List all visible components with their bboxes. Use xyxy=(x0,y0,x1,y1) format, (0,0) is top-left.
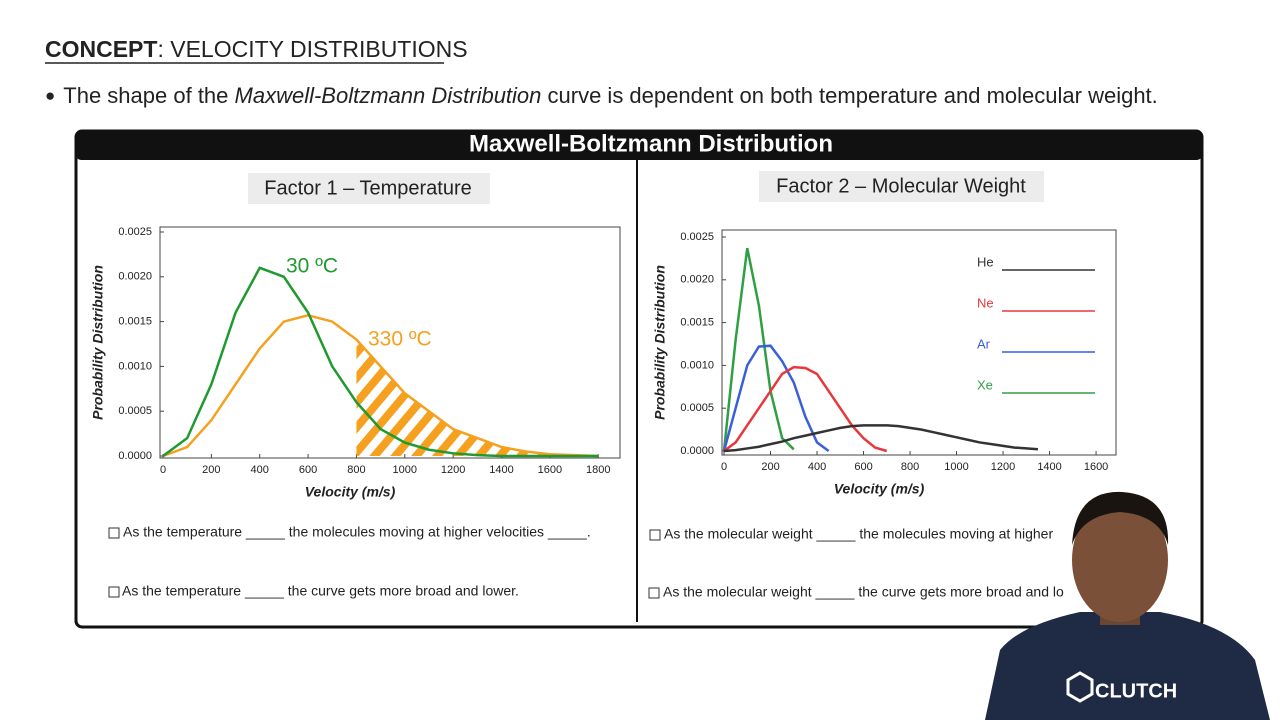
curve xyxy=(162,266,599,458)
x-tick-label: 1200 xyxy=(441,464,465,476)
x-tick-label: 1600 xyxy=(538,464,562,476)
curve xyxy=(723,365,888,453)
curve xyxy=(722,247,795,452)
x-tick-label: 0 xyxy=(160,464,166,476)
factor-title: Factor 1 – Temperature xyxy=(264,177,472,199)
x-tick-label: 0 xyxy=(721,461,727,473)
y-tick-label: 0.0025 xyxy=(680,231,714,243)
legend-label: Xe xyxy=(977,377,993,392)
x-tick-label: 400 xyxy=(251,464,269,476)
factor-title-box xyxy=(759,171,1044,202)
y-tick-label: 0.0025 xyxy=(118,226,152,238)
checkbox[interactable] xyxy=(108,586,120,598)
curve xyxy=(722,344,830,453)
x-tick-label: 200 xyxy=(202,464,220,476)
legend-label: Ne xyxy=(977,295,994,310)
y-tick-label: 0.0020 xyxy=(118,271,152,283)
y-tick-label: 0.0010 xyxy=(118,360,152,372)
plot-frame xyxy=(159,226,621,459)
curve-label: 330 ºC xyxy=(368,328,432,351)
logo: CLUTCH xyxy=(1095,680,1177,702)
x-tick-label: 1000 xyxy=(393,464,417,476)
statement: As the molecular weight _____ the molecu… xyxy=(664,526,1053,542)
x-tick-label: 1400 xyxy=(489,464,513,476)
y-tick-label: 0.0020 xyxy=(680,274,714,286)
x-tick-label: 1600 xyxy=(1084,461,1108,473)
checkbox[interactable] xyxy=(108,527,120,539)
x-tick-label: 800 xyxy=(901,461,919,473)
y-axis-title: Probability Distribution xyxy=(90,265,106,420)
concept-heading: CONCEPT: VELOCITY DISTRIBUTIONS xyxy=(45,36,468,62)
curve xyxy=(162,314,599,458)
x-tick-label: 1400 xyxy=(1037,461,1061,473)
y-tick-label: 0.0000 xyxy=(118,450,152,462)
x-axis-title: Velocity (m/s) xyxy=(834,481,925,497)
statement: As the molecular weight _____ the curve … xyxy=(663,584,1064,600)
panel-title-bar xyxy=(76,131,1202,160)
statement: As the temperature _____ the molecules m… xyxy=(123,524,591,540)
y-tick-label: 0.0010 xyxy=(680,359,714,371)
x-tick-label: 200 xyxy=(761,461,779,473)
y-tick-label: 0.0005 xyxy=(680,402,714,414)
x-tick-label: 600 xyxy=(854,461,872,473)
y-axis-title: Probability Distribution xyxy=(652,265,668,420)
plot-frame xyxy=(721,229,1117,456)
legend-label: He xyxy=(977,254,994,269)
curve-label: 30 ºC xyxy=(286,255,338,278)
bullet-text: ● The shape of the Maxwell-Boltzmann Dist… xyxy=(45,83,1158,108)
factor-title-box xyxy=(248,173,490,204)
legend-label: Ar xyxy=(977,336,991,351)
panel-frame xyxy=(74,129,1204,629)
y-tick-label: 0.0005 xyxy=(118,405,152,417)
charts: 0.0000 0.0005 0.0010 0.0015 0.0020 0.0025 0 200… xyxy=(90,226,1117,500)
curve xyxy=(723,424,1039,453)
panel-title: Maxwell-Boltzmann Distribution xyxy=(469,130,833,157)
statement: As the temperature _____ the curve gets … xyxy=(122,583,519,599)
y-tick-label: 0.0015 xyxy=(118,316,152,328)
x-tick-label: 1800 xyxy=(586,464,610,476)
factor-title: Factor 2 – Molecular Weight xyxy=(776,175,1026,197)
x-tick-label: 600 xyxy=(299,464,317,476)
checkbox[interactable] xyxy=(648,587,660,599)
x-tick-label: 800 xyxy=(347,464,365,476)
x-tick-label: 400 xyxy=(808,461,826,473)
y-tick-label: 0.0015 xyxy=(680,317,714,329)
presenter xyxy=(985,491,1270,720)
x-tick-label: 1200 xyxy=(991,461,1015,473)
x-tick-label: 1000 xyxy=(944,461,968,473)
y-tick-label: 0.0000 xyxy=(680,445,714,457)
x-axis-title: Velocity (m/s) xyxy=(305,484,396,500)
hatched-area xyxy=(356,339,599,456)
checkbox[interactable] xyxy=(649,529,661,541)
